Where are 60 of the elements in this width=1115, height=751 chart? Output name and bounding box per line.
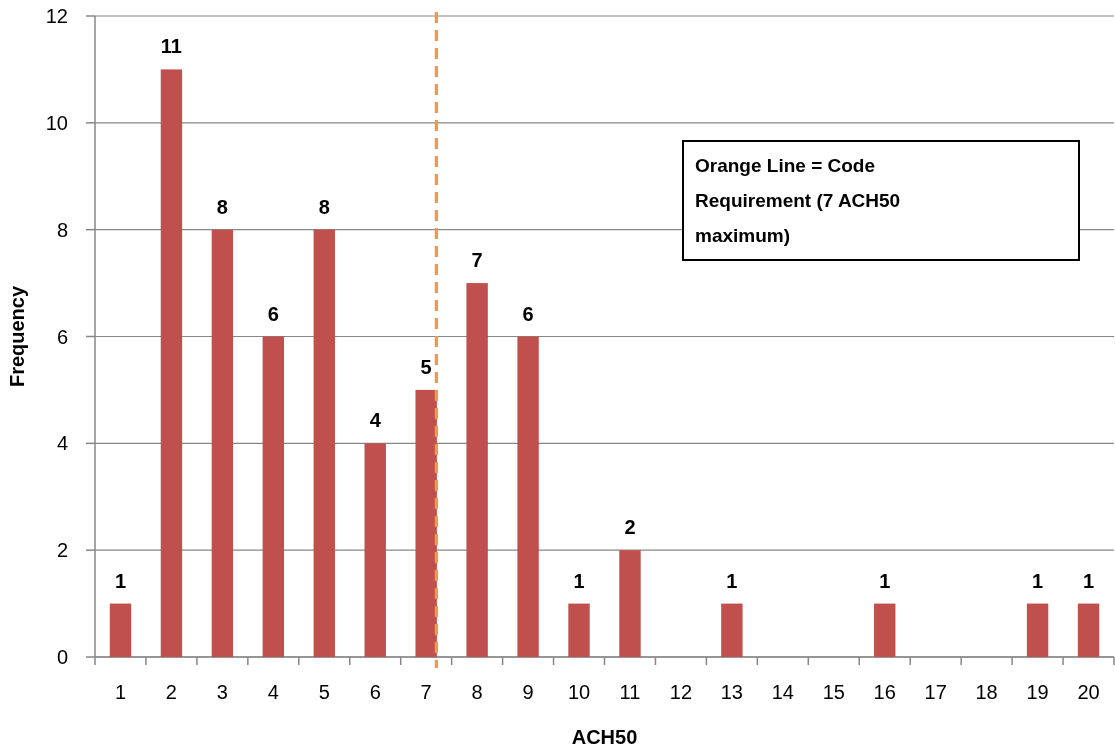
x-tick-label: 17	[924, 681, 947, 703]
data-label: 6	[522, 302, 534, 325]
bar	[1026, 603, 1049, 657]
bar	[619, 550, 641, 657]
y-tick-label: 8	[56, 218, 68, 241]
data-label: 8	[318, 195, 330, 218]
data-label: 1	[879, 569, 891, 592]
bar	[109, 603, 132, 657]
bar	[415, 389, 437, 657]
y-axis-title: Frequency	[6, 285, 28, 388]
x-tick-label: 13	[720, 681, 743, 703]
x-tick-label: 2	[165, 681, 177, 703]
bar	[262, 336, 285, 657]
x-tick-label: 9	[522, 681, 534, 703]
y-tick-label: 2	[56, 539, 68, 562]
data-label: 1	[1082, 569, 1095, 592]
data-label: 8	[216, 195, 228, 218]
bar	[466, 283, 488, 657]
x-tick-label: 1	[114, 681, 127, 703]
x-tick-label: 20	[1077, 681, 1100, 703]
x-tick-label: 12	[669, 681, 693, 703]
data-label: 1	[573, 569, 585, 592]
x-tick-label: 11	[619, 681, 641, 703]
bar	[313, 229, 335, 657]
x-tick-label: 14	[771, 681, 794, 703]
x-tick-label: 3	[216, 681, 228, 703]
bar	[364, 443, 386, 657]
y-tick-label: 10	[45, 111, 68, 134]
x-tick-label: 16	[873, 681, 896, 703]
bar	[874, 603, 896, 657]
bar	[517, 336, 539, 657]
x-tick-label: 15	[822, 681, 845, 703]
data-label: 1	[726, 569, 738, 592]
data-label: 11	[160, 35, 182, 58]
x-tick-label: 8	[471, 681, 483, 703]
y-tick-label: 6	[56, 325, 68, 348]
x-tick-label: 4	[267, 681, 279, 703]
data-label: 1	[1032, 569, 1044, 592]
data-label: 1	[114, 569, 127, 592]
x-tick-label: 18	[975, 681, 998, 703]
data-label: 2	[624, 516, 636, 539]
x-tick-label: 7	[420, 681, 432, 703]
y-tick-label: 12	[45, 5, 68, 27]
x-tick-label: 10	[567, 681, 591, 703]
data-label: 4	[369, 409, 382, 432]
x-tick-label: 6	[369, 681, 381, 703]
data-label: 6	[267, 302, 279, 325]
annotation: Orange Line = Code Requirement (7 ACH50 maximum)	[695, 155, 901, 246]
y-tick-label: 4	[56, 432, 68, 455]
bar	[568, 603, 590, 657]
bar	[211, 229, 234, 657]
x-tick-label: 19	[1026, 681, 1049, 703]
data-label: 5	[420, 355, 432, 378]
y-tick-label: 0	[56, 646, 68, 668]
x-tick-label: 5	[318, 681, 330, 703]
x-axis-title: ACH50	[571, 726, 638, 748]
bar	[1077, 603, 1100, 657]
bar	[160, 69, 183, 657]
bar	[721, 603, 743, 657]
data-label: 7	[471, 249, 483, 272]
